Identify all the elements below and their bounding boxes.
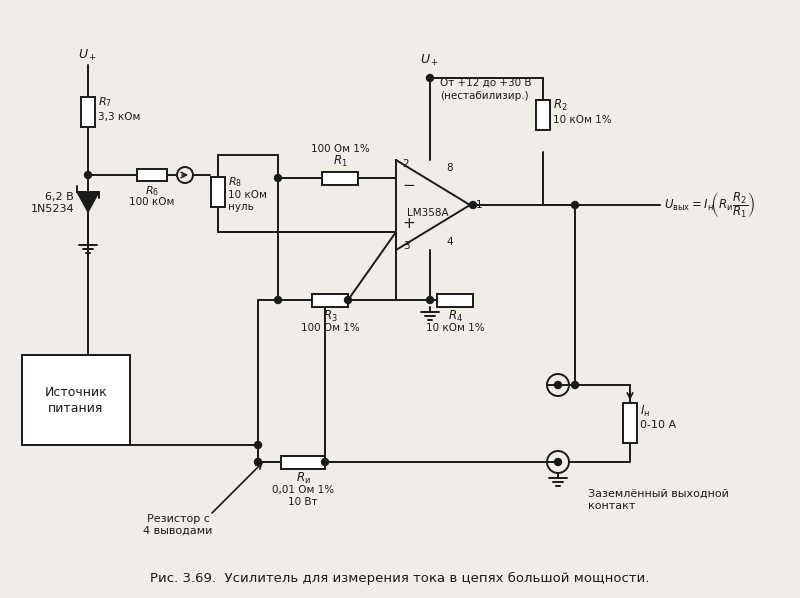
Text: 6,2 В: 6,2 В [46,192,74,202]
Text: 1: 1 [476,200,482,210]
Circle shape [254,459,262,465]
Text: 100 кОм: 100 кОм [130,197,174,207]
Bar [281,456,325,468]
Text: $I_{\rm н}$: $I_{\rm н}$ [640,404,650,419]
Text: 10 кОм 1%: 10 кОм 1% [553,115,612,125]
Bar [22,355,130,445]
Text: 100 Ом 1%: 100 Ом 1% [310,144,370,154]
Text: 0,01 Ом 1%: 0,01 Ом 1% [272,485,334,495]
Bar [322,172,358,185]
Circle shape [254,441,262,448]
Text: 10 кОм: 10 кОм [228,190,267,200]
Text: 4: 4 [446,237,454,247]
Text: 3,3 кОм: 3,3 кОм [98,112,140,122]
Circle shape [554,382,562,389]
Circle shape [554,459,562,465]
Text: 1N5234: 1N5234 [30,204,74,214]
Text: 2: 2 [402,159,410,169]
Circle shape [322,459,329,465]
Text: $R_6$: $R_6$ [145,184,159,198]
Circle shape [274,175,282,182]
Text: 3: 3 [402,241,410,251]
Text: $R_2$: $R_2$ [553,97,568,112]
Bar [211,177,225,207]
Text: $R_3$: $R_3$ [322,309,338,324]
Circle shape [571,382,578,389]
Text: Резистор с: Резистор с [146,514,210,524]
Bar [437,294,473,307]
Circle shape [571,202,578,209]
Text: +: + [402,216,415,231]
Circle shape [426,75,434,81]
Text: Рис. 3.69.  Усилитель для измерения тока в цепях большой мощности.: Рис. 3.69. Усилитель для измерения тока … [150,572,650,584]
Bar [312,294,348,307]
Circle shape [85,172,91,178]
Text: −: − [402,178,415,194]
Text: Заземлённый выходной: Заземлённый выходной [588,489,729,499]
Circle shape [426,297,434,304]
Text: 4 выводами: 4 выводами [143,526,213,536]
Text: 10 Вт: 10 Вт [288,497,318,507]
Text: контакт: контакт [588,501,635,511]
Text: 10 кОм 1%: 10 кОм 1% [426,323,484,333]
Text: $U_{\rm вых}{=}I_{\rm н}\!\left(R_{\rm и}\dfrac{R_2}{R_1}\right)$: $U_{\rm вых}{=}I_{\rm н}\!\left(R_{\rm и… [664,190,756,220]
Text: $R_1$: $R_1$ [333,154,347,169]
Text: 8: 8 [446,163,454,173]
Text: 100 Ом 1%: 100 Ом 1% [301,323,359,333]
Text: нуль: нуль [228,202,254,212]
Text: От +12 до +30 В: От +12 до +30 В [440,78,531,88]
Bar [536,100,550,130]
Text: $R_4$: $R_4$ [447,309,462,324]
Circle shape [470,202,477,209]
Bar [81,97,95,127]
Text: Источник: Источник [45,386,107,398]
Text: 0-10 А: 0-10 А [640,420,676,430]
Text: $R_8$: $R_8$ [228,175,242,189]
Bar [137,169,167,181]
Text: $R_7$: $R_7$ [98,95,112,109]
Circle shape [274,297,282,304]
Bar [623,403,637,443]
Text: LM358A: LM358A [407,208,449,218]
Text: $R_{\rm и}$: $R_{\rm и}$ [296,471,310,486]
Polygon shape [77,192,99,212]
Text: $U_+$: $U_+$ [420,53,440,68]
Text: (нестабилизир.): (нестабилизир.) [440,91,529,101]
Text: питания: питания [48,401,104,414]
Circle shape [345,297,351,304]
Text: $U_+$: $U_+$ [78,47,98,63]
